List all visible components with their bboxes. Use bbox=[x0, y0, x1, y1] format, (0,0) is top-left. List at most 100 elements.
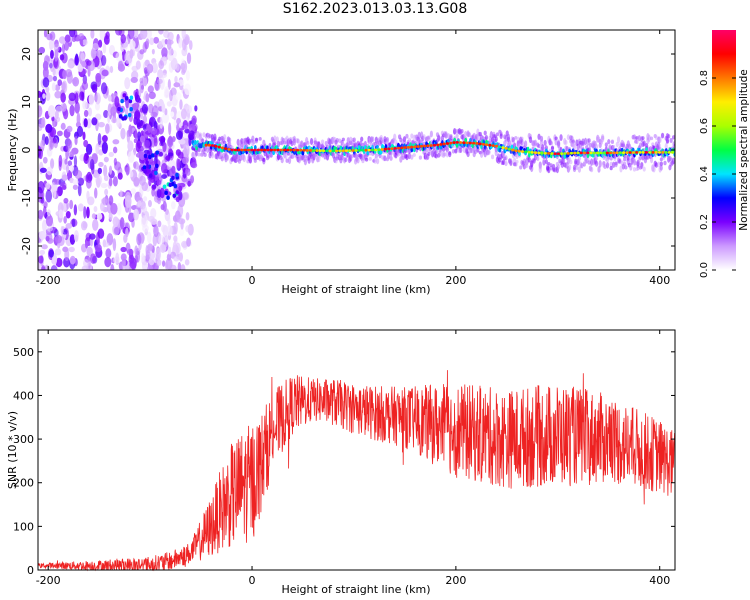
spectrogram-cell bbox=[260, 148, 264, 152]
spectrogram-cell bbox=[667, 134, 671, 139]
spectrogram-cell bbox=[53, 56, 60, 70]
spectrogram-cell bbox=[46, 225, 53, 232]
spectrogram-cell bbox=[136, 233, 142, 246]
spectrogram-cell bbox=[538, 165, 542, 174]
spectrogram-cell bbox=[158, 30, 164, 35]
spectrogram-cell bbox=[621, 141, 626, 149]
spectrogram-cell bbox=[366, 150, 370, 156]
spectrogram-cell bbox=[483, 151, 487, 158]
spectrogram-cell bbox=[45, 214, 54, 227]
spectrogram-cell bbox=[164, 86, 170, 96]
spectrogram-cell bbox=[609, 166, 613, 171]
spectrogram-cell bbox=[211, 144, 215, 147]
spectrogram-cell bbox=[498, 145, 502, 149]
spectrogram-cell bbox=[167, 78, 171, 90]
spectrogram-cell bbox=[422, 134, 426, 140]
spectrogram-cell bbox=[338, 138, 342, 144]
spectrogram-cell bbox=[581, 138, 585, 145]
spectrogram-cell bbox=[69, 199, 74, 210]
spectrogram-cell bbox=[658, 136, 662, 144]
spectrogram-cell bbox=[148, 91, 156, 100]
spectrogram-x-tick-label: 0 bbox=[249, 274, 256, 287]
spectrogram-cell bbox=[90, 47, 97, 60]
spectrogram-cell bbox=[129, 257, 137, 270]
spectrogram-cell bbox=[406, 145, 410, 149]
spectrogram-cell bbox=[178, 218, 186, 225]
spectrogram-cell bbox=[443, 152, 447, 157]
spectrogram-cell bbox=[193, 132, 197, 139]
spectrogram-cell bbox=[108, 195, 114, 206]
spectrogram-cell bbox=[139, 151, 146, 161]
spectrogram-cell bbox=[104, 256, 112, 268]
spectrogram-cell bbox=[117, 106, 121, 112]
spectrogram-cell bbox=[158, 136, 166, 143]
spectrogram-cell bbox=[164, 108, 168, 116]
spectrogram-cell bbox=[68, 246, 75, 253]
spectrogram-cell bbox=[71, 218, 76, 228]
spectrogram-cell bbox=[147, 85, 154, 93]
spectrogram-cell bbox=[148, 257, 155, 266]
spectrogram-cell bbox=[284, 153, 288, 160]
spectrogram-cell bbox=[449, 141, 453, 145]
spectrogram-cell bbox=[92, 42, 99, 51]
spectrogram-cell bbox=[38, 46, 46, 54]
spectrogram-cell bbox=[549, 141, 553, 146]
spectrogram-cell bbox=[511, 148, 515, 152]
spectrogram-cell bbox=[250, 148, 254, 152]
spectrogram-cell bbox=[501, 146, 505, 150]
spectrogram-cell bbox=[157, 220, 162, 228]
spectrogram-cell bbox=[549, 163, 553, 167]
spectrogram-cell bbox=[177, 261, 182, 270]
spectrogram-cell bbox=[115, 30, 123, 36]
spectrogram-cell bbox=[139, 49, 145, 55]
spectrogram-cell bbox=[69, 30, 76, 38]
spectrogram-cell bbox=[157, 78, 163, 85]
spectrogram-cell bbox=[550, 152, 554, 155]
spectrogram-cell bbox=[549, 165, 553, 171]
spectrogram-cell bbox=[127, 150, 135, 163]
spectrogram-cell bbox=[331, 149, 335, 153]
spectrogram-cell bbox=[273, 148, 277, 152]
spectrogram-cell bbox=[159, 116, 164, 129]
spectrogram-cell bbox=[263, 148, 267, 152]
snr-frame bbox=[37, 329, 676, 571]
snr-x-tick-label: 0 bbox=[249, 574, 256, 587]
spectrogram-cell bbox=[179, 99, 183, 110]
spectrogram-cell bbox=[641, 136, 645, 141]
spectrogram-cell bbox=[604, 142, 608, 148]
spectrogram-cell bbox=[527, 152, 531, 158]
snr-y-tick-label: 400 bbox=[13, 389, 34, 402]
spectrogram-cell bbox=[335, 149, 339, 153]
spectrogram-cell bbox=[573, 151, 577, 155]
spectrogram-cell bbox=[565, 146, 569, 152]
spectrogram-cell bbox=[299, 148, 303, 152]
spectrogram-cell bbox=[91, 213, 96, 219]
spectrogram-cell bbox=[173, 256, 180, 262]
spectrogram-cell bbox=[129, 49, 134, 59]
spectrogram-cell bbox=[575, 164, 579, 171]
spectrogram-cell bbox=[405, 133, 409, 139]
spectrogram-cell bbox=[170, 57, 178, 71]
spectrogram-cell bbox=[614, 162, 618, 168]
spectrogram-cell bbox=[53, 43, 60, 53]
spectrogram-cell bbox=[648, 151, 652, 154]
spectrogram-cell bbox=[50, 265, 58, 270]
spectrogram-cell bbox=[289, 148, 293, 152]
spectrogram-cell bbox=[154, 170, 158, 176]
spectrogram-cell bbox=[592, 151, 596, 155]
spectrogram-cell bbox=[603, 164, 607, 170]
spectrogram-y-label: Frequency (Hz) bbox=[6, 109, 19, 192]
spectrogram-cell bbox=[527, 150, 531, 154]
spectrogram-cell bbox=[74, 170, 83, 180]
snr-y-tick-label: 100 bbox=[13, 520, 34, 533]
spectrogram-cell bbox=[223, 140, 227, 145]
spectrogram-cell bbox=[594, 143, 599, 151]
spectrogram-cell bbox=[663, 160, 667, 166]
spectrogram-cell bbox=[184, 168, 189, 175]
spectrogram-cell bbox=[335, 156, 339, 161]
spectrogram-cell bbox=[45, 86, 50, 93]
spectrogram-cell bbox=[116, 116, 121, 128]
spectrogram-cell bbox=[190, 162, 198, 169]
spectrogram-cell bbox=[659, 165, 663, 171]
spectrogram-cell bbox=[273, 135, 277, 143]
